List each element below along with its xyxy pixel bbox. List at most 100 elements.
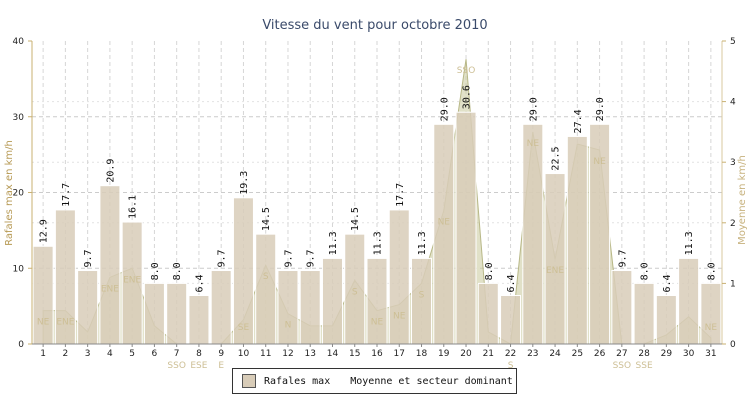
- bar: [210, 270, 232, 345]
- bar-value-label: 9.7: [217, 249, 228, 267]
- sector-label: NE: [37, 318, 50, 328]
- bar-value-label: 6.4: [662, 274, 673, 292]
- bar-value-label: 9.7: [617, 249, 628, 267]
- sector-label: ENE: [546, 266, 564, 276]
- y-ticks-right: 0 1 2 3 4 5: [722, 37, 736, 350]
- bar-value-label: 8.0: [172, 262, 183, 280]
- bar: [500, 295, 522, 345]
- bar: [433, 123, 455, 345]
- bar-value-label: 16.1: [128, 195, 139, 219]
- sector-label: SE: [238, 323, 250, 333]
- bar: [143, 282, 165, 345]
- x-tick-label: 1: [40, 349, 46, 359]
- bar: [678, 257, 700, 345]
- x-tick-label: 5: [129, 349, 135, 359]
- bar: [611, 270, 633, 345]
- y-tick-label-left: 20: [13, 189, 25, 199]
- bar-value-label: 19.3: [239, 171, 250, 195]
- x-tick-label: 2: [63, 349, 69, 359]
- sector-label: NE: [438, 218, 451, 228]
- bar: [255, 233, 277, 345]
- sector-label: ENE: [101, 284, 119, 294]
- x-tick-label: 27: [616, 349, 627, 359]
- bar-value-label: 8.0: [150, 262, 161, 280]
- x-tick-label: 24: [549, 349, 561, 359]
- y-tick-label-right: 0: [730, 340, 736, 350]
- x-tick-label: 9: [218, 349, 224, 359]
- x-tick-label: 19: [438, 349, 450, 359]
- bar-value-label: 14.5: [350, 207, 361, 231]
- x-tick-label: 13: [304, 349, 315, 359]
- legend-label-gusts: Rafales max: [264, 375, 331, 387]
- x-tick-label: 30: [683, 349, 695, 359]
- sector-label: NE: [527, 139, 540, 149]
- bar-value-label: 8.0: [706, 262, 717, 280]
- bar: [77, 270, 99, 345]
- bar-value-label: 17.7: [61, 183, 72, 207]
- bar-value-label: 9.7: [283, 249, 294, 267]
- bar-value-label: 22.5: [551, 146, 562, 170]
- sector-label: ENE: [123, 275, 141, 285]
- bar-value-label: 20.9: [105, 159, 116, 183]
- x-tick-label: 11: [260, 349, 271, 359]
- x-tick-label: 12: [282, 349, 293, 359]
- x-tick-label: 8: [196, 349, 202, 359]
- sector-label: SSO: [613, 361, 632, 371]
- bar: [655, 295, 677, 345]
- bar: [700, 282, 722, 345]
- y-tick-label-left: 30: [13, 113, 25, 123]
- bar: [544, 173, 566, 345]
- bar-value-label: 29.0: [528, 97, 539, 121]
- bar: [99, 185, 121, 345]
- bar: [366, 257, 388, 345]
- sector-label: NE: [393, 312, 406, 322]
- x-tick-label: 6: [152, 349, 158, 359]
- sector-label: S: [508, 361, 514, 371]
- y-axis-label-right: Moyenne en km/h: [737, 155, 748, 245]
- sector-label: NE: [593, 157, 606, 167]
- x-tick-label: 26: [594, 349, 606, 359]
- y-axis-label-left: Rafales max en km/h: [4, 140, 15, 246]
- bar-value-label: 8.0: [640, 262, 651, 280]
- bar-value-label: 11.3: [373, 231, 384, 255]
- bar-value-label: 14.5: [261, 207, 272, 231]
- legend-swatch-gusts: [242, 374, 256, 388]
- bar-value-label: 11.3: [684, 231, 695, 255]
- y-tick-label-left: 40: [13, 37, 25, 47]
- y-tick-label-left: 10: [13, 264, 25, 274]
- bar: [166, 282, 188, 345]
- x-tick-label: 7: [174, 349, 180, 359]
- sector-label: ESE: [190, 361, 207, 371]
- sector-label: ENE: [56, 318, 74, 328]
- legend-label-average: Moyenne et secteur dominant: [350, 375, 513, 387]
- sector-label: SSO: [457, 66, 476, 76]
- bar-value-label: 30.6: [462, 85, 473, 109]
- bar: [321, 257, 343, 345]
- x-tick-label: 3: [85, 349, 91, 359]
- bar-value-labels: 12.9 17.7 9.7 20.9 16.1 8.0 8.0 6.4 9.7 19.3 14.5 9…: [39, 85, 718, 292]
- bar-value-label: 9.7: [83, 249, 94, 267]
- sector-label: S: [352, 287, 358, 297]
- y-ticks-left: 0 10 20 30 40: [13, 37, 32, 350]
- bar: [522, 123, 544, 345]
- x-tick-label: 16: [371, 349, 383, 359]
- bar-value-label: 8.0: [484, 262, 495, 280]
- sector-label: NE: [705, 323, 718, 333]
- bar: [299, 270, 321, 345]
- bar: [411, 257, 433, 345]
- bar: [455, 111, 477, 345]
- y-tick-label-right: 5: [730, 37, 736, 47]
- bar: [633, 282, 655, 345]
- bar-value-label: 9.7: [306, 249, 317, 267]
- x-tick-label: 28: [638, 349, 650, 359]
- x-ticks: 1 2 3 4 5 6 7 8 9 10 11 12 13 14 15 16 17 18 19 20 21 22 23 24 2…: [40, 344, 717, 359]
- y-tick-label-right: 1: [730, 279, 736, 289]
- x-tick-label: 15: [349, 349, 360, 359]
- bar: [388, 209, 410, 345]
- bar-value-label: 27.4: [573, 109, 584, 133]
- x-tick-label: 22: [505, 349, 516, 359]
- bar-value-label: 12.9: [39, 219, 50, 243]
- chart-title: Vitesse du vent pour octobre 2010: [262, 18, 487, 33]
- sector-label: S: [419, 290, 425, 300]
